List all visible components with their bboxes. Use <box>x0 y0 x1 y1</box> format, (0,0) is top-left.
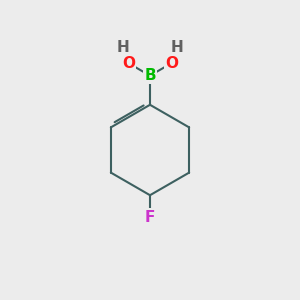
Text: O: O <box>122 56 135 71</box>
Text: H: H <box>116 40 129 55</box>
Text: H: H <box>171 40 184 55</box>
Text: B: B <box>144 68 156 83</box>
Text: F: F <box>145 210 155 225</box>
Text: O: O <box>165 56 178 71</box>
